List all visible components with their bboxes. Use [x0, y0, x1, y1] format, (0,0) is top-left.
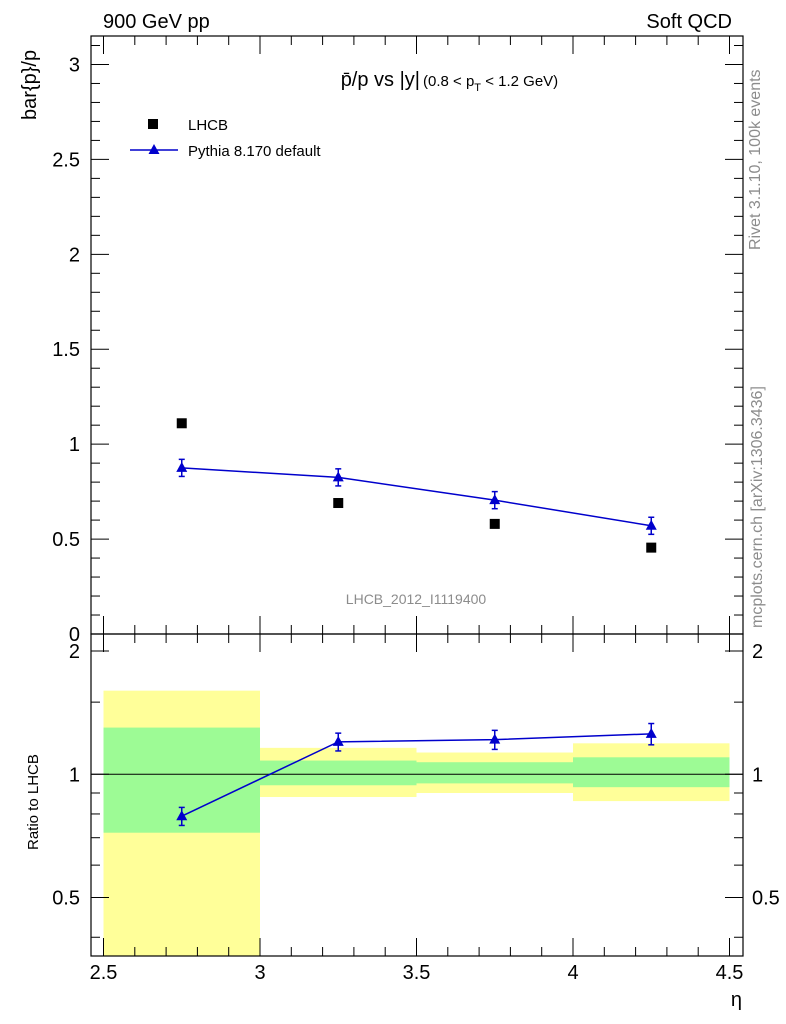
main-title-observable: p̄/p vs |y| [341, 69, 420, 91]
mc-point [176, 461, 188, 472]
main-ytick-label: 2.5 [52, 149, 80, 171]
ratio-band-inner [260, 760, 417, 786]
main-title-cut-sub: T [474, 82, 481, 94]
ratio-ytick-label-right: 0.5 [752, 888, 780, 910]
mc-point [645, 519, 657, 530]
main-ytick-label: 0.5 [52, 529, 80, 551]
ratio-xtick-label: 4.5 [716, 962, 744, 984]
mcplots-label: mcplots.cern.ch [arXiv:1306.3436] [749, 386, 766, 628]
ratio-ytick-label-left: 0.5 [52, 888, 80, 910]
main-frame-ticks: 0 0.5 1 1.5 2 2.5 3 [52, 36, 743, 646]
rivet-label: Rivet 3.1.10, 100k events [747, 69, 764, 250]
header-left-label: 900 GeV pp [103, 11, 210, 33]
ratio-frame-ticks: 0.5 1 2 0.5 1 2 [52, 634, 780, 956]
ratio-xtick-label: 3.5 [403, 962, 431, 984]
ratio-mc-point [645, 727, 657, 738]
main-ytick-label: 3 [69, 54, 80, 76]
main-panel: p̄/p vs |y| (0.8 < pT < 1.2 GeV) bar{p}/… [19, 35, 744, 646]
ratio-mc-line [181, 733, 652, 817]
main-title-cut-open: (0.8 < p [423, 73, 474, 90]
ratio-xtick-label: 2.5 [90, 962, 118, 984]
ratio-ytick-label-right: 2 [752, 641, 763, 663]
legend: LHCB Pythia 8.170 default [130, 117, 321, 160]
legend-mc-label: Pythia 8.170 default [188, 143, 321, 160]
main-title: p̄/p vs |y| (0.8 < pT < 1.2 GeV) [341, 69, 558, 94]
main-ytick-label: 1.5 [52, 339, 80, 361]
ratio-mc-point [176, 810, 188, 821]
ratio-xtick-labels: 2.5 3 3.5 4 4.5 [90, 962, 744, 984]
data-point [489, 518, 500, 529]
main-title-cut: (0.8 < pT < 1.2 GeV) [423, 73, 558, 94]
legend-data-marker [148, 119, 158, 129]
main-ytick-label: 1 [69, 434, 80, 456]
ratio-mc-point [489, 733, 501, 744]
main-ytick-label: 0 [69, 624, 80, 646]
ratio-xtick-label: 4 [567, 962, 578, 984]
ratio-bands [103, 690, 730, 956]
data-point [646, 542, 657, 553]
ratio-panel: 0.5 1 2 0.5 1 2 Ratio to LHCB η 2.5 3 3.5 4 4.5 [25, 633, 780, 1011]
legend-data-label: LHCB [188, 117, 228, 134]
mc-line [181, 467, 652, 527]
ratio-mc-point [332, 735, 344, 746]
ratio-ytick-label-left: 1 [69, 764, 80, 786]
mc-point [332, 471, 344, 482]
main-marks [176, 418, 657, 553]
ratio-xtick-label: 3 [254, 962, 265, 984]
ratio-marks [176, 722, 657, 827]
legend-mc-marker [148, 144, 160, 154]
ratio-band-inner [416, 762, 573, 784]
ratio-ytick-label-right: 1 [752, 764, 763, 786]
main-ytick-label: 2 [69, 244, 80, 266]
main-title-cut-close: < 1.2 GeV) [481, 73, 558, 90]
main-ylabel: bar{p}/p [19, 50, 41, 120]
header-right-label: Soft QCD [646, 11, 732, 33]
ratio-xlabel: η [731, 989, 742, 1011]
ratio-band-inner [573, 757, 730, 788]
ratio-ylabel: Ratio to LHCB [25, 754, 42, 850]
data-point [176, 418, 187, 429]
data-point [333, 498, 344, 509]
ratio-ytick-label-left: 2 [69, 641, 80, 663]
analysis-watermark: LHCB_2012_I1119400 [346, 591, 487, 607]
mc-point [489, 494, 501, 505]
ratio-frame [90, 633, 744, 957]
